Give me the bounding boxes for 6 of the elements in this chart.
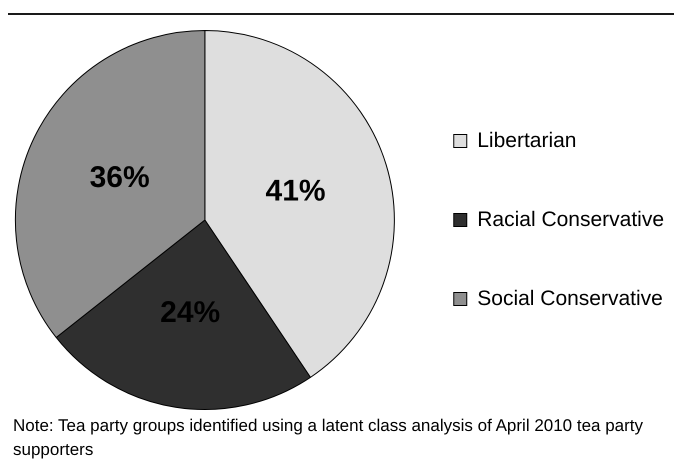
legend-label: Social Conservative — [477, 286, 663, 310]
legend-label: Racial Conservative — [477, 208, 664, 231]
text: Note: Tea party groups identified using a latent class analysis of April 2010 tea party supporters — [13, 415, 644, 461]
legend-label: Libertarian — [477, 128, 576, 152]
data-label: 36% — [90, 160, 150, 194]
data-label: 41% — [266, 174, 326, 208]
